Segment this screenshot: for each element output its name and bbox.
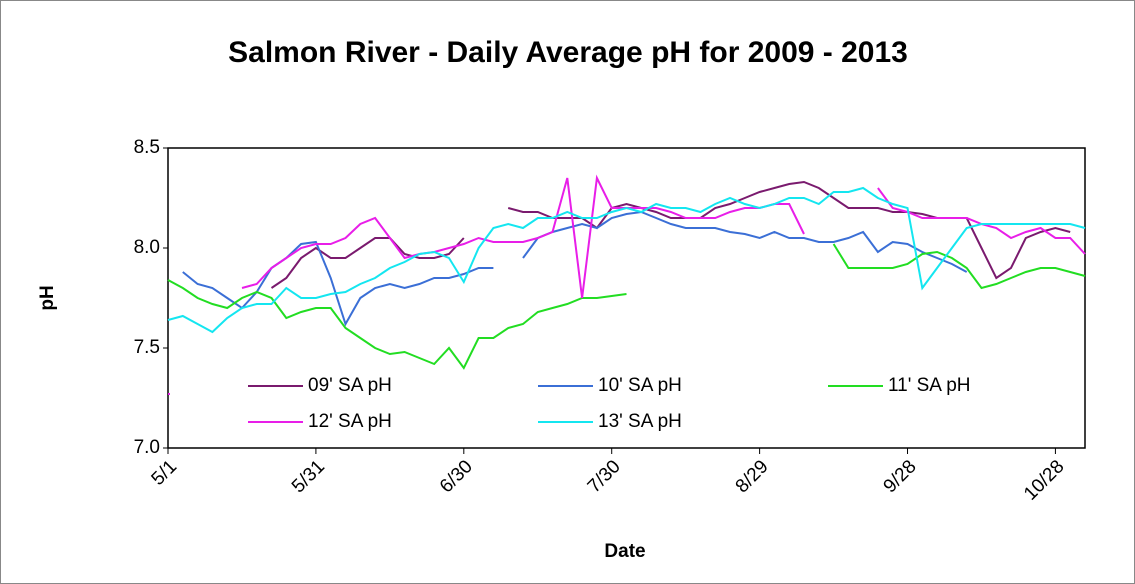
legend-label: 09' SA pH bbox=[308, 375, 392, 396]
legend-label: 10' SA pH bbox=[598, 375, 682, 396]
y-axis-label: pH bbox=[37, 285, 58, 310]
legend-label: 12' SA pH bbox=[308, 411, 392, 432]
plot-area bbox=[167, 147, 1086, 449]
y-tick-label: 8.5 bbox=[134, 137, 160, 158]
series-line bbox=[167, 243, 1086, 370]
series-line bbox=[167, 186, 1086, 334]
y-tick-label: 7.0 bbox=[134, 437, 160, 458]
legend-label: 11' SA pH bbox=[888, 375, 971, 396]
x-axis-label: Date bbox=[604, 541, 645, 562]
legend-label: 13' SA pH bbox=[598, 411, 682, 432]
y-tick-label: 8.0 bbox=[134, 237, 160, 258]
series-line bbox=[270, 180, 1071, 289]
chart-title: Salmon River - Daily Average pH for 2009… bbox=[228, 36, 908, 69]
y-tick-label: 7.5 bbox=[134, 337, 160, 358]
